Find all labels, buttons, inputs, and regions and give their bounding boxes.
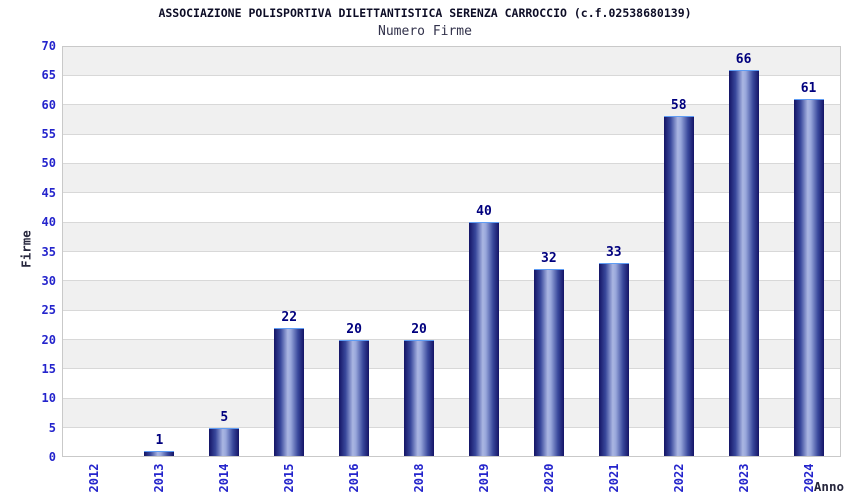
bar-value-label: 22 xyxy=(281,309,298,325)
gridline xyxy=(62,397,841,399)
gridline xyxy=(62,221,841,223)
gridline xyxy=(62,192,841,194)
bar-value-label: 32 xyxy=(541,251,557,267)
y-axis-tick-label: 5 xyxy=(48,420,56,435)
x-axis-tick-label: 2014 xyxy=(217,463,232,493)
bar-value-label: 33 xyxy=(605,245,622,261)
bar xyxy=(728,69,759,457)
bar xyxy=(144,451,175,457)
chart-subtitle: Numero Firme xyxy=(378,24,472,39)
plot-area: 1 5 22 20 20 40 32 33 58 66 61 xyxy=(62,46,841,457)
x-axis-tick-label: 2020 xyxy=(541,463,556,493)
gridline xyxy=(62,133,841,135)
gridline xyxy=(62,309,841,311)
y-axis-tick-label: 35 xyxy=(41,244,56,259)
y-axis-tick-label: 45 xyxy=(41,185,56,200)
plot-band xyxy=(62,46,841,76)
x-axis-tick-label: 2021 xyxy=(606,463,621,493)
gridline xyxy=(62,162,841,164)
x-axis-tick-label: 2016 xyxy=(347,463,362,493)
bar-value-label: 58 xyxy=(670,98,687,114)
plot-band xyxy=(62,252,841,281)
x-axis-tick-label: 2013 xyxy=(152,463,167,493)
x-axis-tick-label: 2015 xyxy=(282,463,297,493)
bar xyxy=(339,339,370,457)
bar xyxy=(274,327,305,457)
y-axis-tick-label: 70 xyxy=(41,39,56,53)
x-axis-tick-label: 2024 xyxy=(801,463,816,493)
plot-band xyxy=(62,339,841,369)
y-axis-tick-label: 50 xyxy=(41,156,56,171)
y-axis-tick-label: 25 xyxy=(41,303,56,318)
gridline xyxy=(62,427,841,429)
gridline xyxy=(62,74,841,76)
x-axis-tick-label: 2018 xyxy=(412,463,427,493)
bar-value-label: 20 xyxy=(346,321,362,337)
y-axis-tick-label: 0 xyxy=(48,450,56,464)
plot-band xyxy=(62,104,841,135)
bar-value-label: 5 xyxy=(220,409,229,425)
plot-band xyxy=(62,222,841,252)
bar xyxy=(793,98,824,457)
bar-value-label: 1 xyxy=(155,433,164,449)
y-axis-tick-label: 60 xyxy=(41,97,56,112)
y-axis-tick-label: 40 xyxy=(41,215,56,230)
bar-value-label: 61 xyxy=(800,80,817,96)
bar-value-label: 40 xyxy=(476,204,492,220)
plot-band xyxy=(62,369,841,398)
gridline xyxy=(62,280,841,282)
plot-band xyxy=(62,398,841,428)
x-axis-tick-label: 2019 xyxy=(476,463,491,493)
plot-band xyxy=(62,163,841,193)
bar-value-label: 20 xyxy=(411,321,427,337)
x-axis-tick-label: 2012 xyxy=(87,463,102,493)
plot-band xyxy=(62,310,841,339)
gridline xyxy=(62,104,841,106)
bar xyxy=(533,269,564,457)
bar-value-label: 66 xyxy=(735,51,752,67)
y-axis-tick-label: 55 xyxy=(41,127,56,142)
plot-band xyxy=(62,75,841,104)
chart-title: ASSOCIAZIONE POLISPORTIVA DILETTANTISTIC… xyxy=(158,6,692,20)
bar xyxy=(209,427,240,457)
bar xyxy=(404,339,435,457)
bar xyxy=(598,263,629,457)
plot-band xyxy=(62,280,841,311)
y-axis-tick-label: 10 xyxy=(41,391,56,406)
y-axis-tick-label: 20 xyxy=(41,332,56,347)
gridline xyxy=(62,251,841,252)
plot-band xyxy=(62,193,841,222)
plot-band xyxy=(62,134,841,163)
gridline xyxy=(62,339,841,341)
x-axis-tick-label: 2023 xyxy=(736,463,751,493)
y-axis-tick-label: 65 xyxy=(41,68,56,83)
x-axis-title: Anno xyxy=(813,479,844,494)
bar xyxy=(468,222,499,457)
y-axis-tick-label: 30 xyxy=(41,273,56,288)
x-axis-tick-label: 2022 xyxy=(671,463,686,493)
y-axis-tick-label: 15 xyxy=(41,361,56,376)
bar xyxy=(663,116,694,457)
gridline xyxy=(62,368,841,370)
